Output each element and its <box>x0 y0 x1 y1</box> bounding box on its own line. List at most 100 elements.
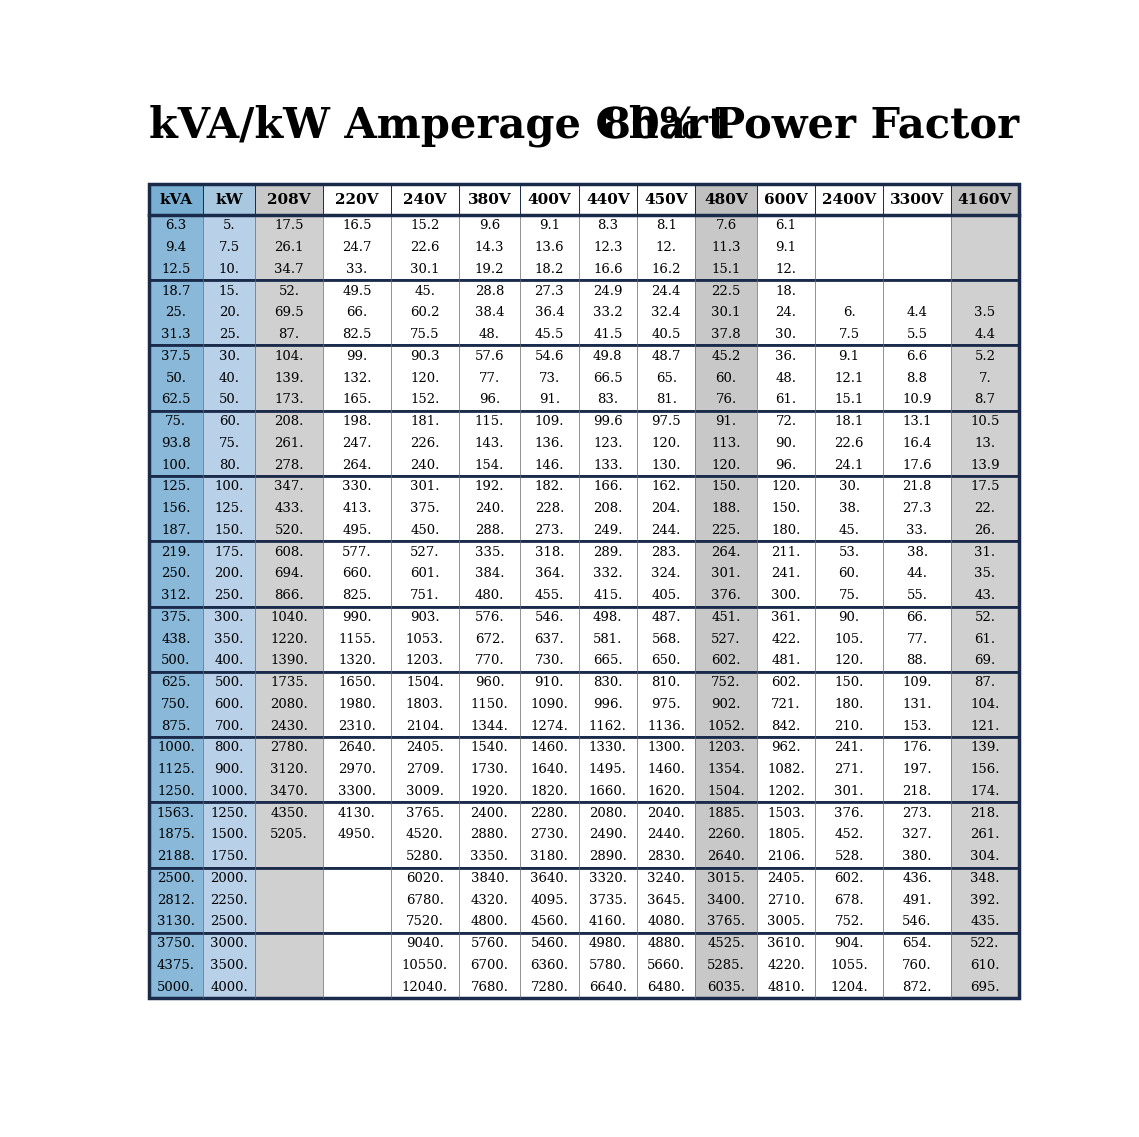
Text: 49.8: 49.8 <box>593 350 623 363</box>
Text: 25.: 25. <box>165 306 187 319</box>
Text: 113.: 113. <box>712 437 740 450</box>
Bar <box>883 911 951 932</box>
Bar <box>883 432 951 455</box>
Text: 450.: 450. <box>410 524 440 537</box>
Text: 6.6: 6.6 <box>907 350 927 363</box>
Bar <box>148 280 203 302</box>
Text: 1055.: 1055. <box>830 958 868 972</box>
Text: 38.: 38. <box>838 503 860 515</box>
Text: 750.: 750. <box>162 698 190 711</box>
Bar <box>459 455 521 476</box>
Text: 2780.: 2780. <box>270 741 308 755</box>
Bar <box>459 868 521 889</box>
Text: 66.5: 66.5 <box>593 372 623 384</box>
Bar <box>521 694 579 715</box>
Bar <box>323 476 391 498</box>
Text: 1330.: 1330. <box>589 741 626 755</box>
Bar <box>148 932 203 955</box>
Bar <box>756 280 816 302</box>
Bar <box>883 889 951 911</box>
Text: 76.: 76. <box>715 393 737 406</box>
Text: 7520.: 7520. <box>405 915 444 929</box>
Bar <box>816 346 883 367</box>
Bar <box>148 650 203 672</box>
Text: 376.: 376. <box>711 589 741 603</box>
Bar <box>816 868 883 889</box>
Bar <box>951 758 1019 780</box>
Text: 208.: 208. <box>274 415 304 429</box>
Bar <box>459 324 521 346</box>
Bar <box>148 846 203 868</box>
Text: 1162.: 1162. <box>589 720 626 732</box>
Bar <box>521 650 579 672</box>
Bar <box>255 280 323 302</box>
Bar <box>883 476 951 498</box>
Text: 2400V: 2400V <box>822 192 876 207</box>
Bar <box>459 215 521 236</box>
Bar <box>521 280 579 302</box>
Bar <box>579 758 637 780</box>
Text: 45.: 45. <box>415 284 435 298</box>
Text: 610.: 610. <box>970 958 1000 972</box>
Bar <box>148 389 203 410</box>
Bar <box>696 911 756 932</box>
Text: 48.: 48. <box>776 372 796 384</box>
Text: 8.3: 8.3 <box>597 219 618 232</box>
Text: 480.: 480. <box>475 589 505 603</box>
Text: 38.4: 38.4 <box>475 306 505 319</box>
Text: 133.: 133. <box>593 458 623 472</box>
Text: 17.5: 17.5 <box>970 481 1000 493</box>
Text: 187.: 187. <box>162 524 190 537</box>
Bar <box>951 498 1019 520</box>
Text: 3735.: 3735. <box>589 894 626 906</box>
Bar <box>391 236 459 258</box>
Bar <box>883 824 951 846</box>
Bar <box>459 563 521 584</box>
Text: 2080.: 2080. <box>589 806 626 820</box>
Bar <box>521 520 579 541</box>
Text: 1250.: 1250. <box>157 785 195 798</box>
Text: 33.: 33. <box>346 263 368 276</box>
Text: 24.7: 24.7 <box>342 241 371 254</box>
Bar <box>391 215 459 236</box>
Text: 1220.: 1220. <box>270 632 308 646</box>
Text: 1650.: 1650. <box>338 677 376 689</box>
Text: 602.: 602. <box>712 655 740 667</box>
Text: 28.8: 28.8 <box>475 284 505 298</box>
Text: 576.: 576. <box>475 611 505 624</box>
Bar <box>816 541 883 563</box>
Bar <box>521 824 579 846</box>
Text: 10.: 10. <box>219 263 239 276</box>
Bar <box>579 367 637 389</box>
Text: 1390.: 1390. <box>270 655 308 667</box>
Text: 72.: 72. <box>776 415 796 429</box>
Text: 1000.: 1000. <box>211 785 248 798</box>
Text: 2430.: 2430. <box>270 720 308 732</box>
Bar <box>255 977 323 998</box>
Text: 2405.: 2405. <box>405 741 444 755</box>
Text: 18.: 18. <box>776 284 796 298</box>
Text: 150.: 150. <box>835 677 863 689</box>
Bar <box>816 584 883 606</box>
Bar <box>696 498 756 520</box>
Text: 4.4: 4.4 <box>975 329 995 341</box>
Text: 249.: 249. <box>593 524 623 537</box>
Text: 30.: 30. <box>838 481 860 493</box>
Bar <box>883 258 951 280</box>
Text: 600.: 600. <box>214 698 244 711</box>
Bar <box>203 432 255 455</box>
Text: 900.: 900. <box>214 763 244 777</box>
Text: 22.: 22. <box>975 503 995 515</box>
Bar <box>255 737 323 758</box>
Text: kVA/kW Amperage Chart: kVA/kW Amperage Chart <box>148 105 727 147</box>
Bar <box>883 184 951 215</box>
Bar <box>391 455 459 476</box>
Bar <box>756 367 816 389</box>
Bar <box>579 184 637 215</box>
Text: 7680.: 7680. <box>470 981 508 994</box>
Bar <box>255 498 323 520</box>
Bar <box>323 455 391 476</box>
Bar <box>521 977 579 998</box>
Text: 49.5: 49.5 <box>342 284 371 298</box>
Bar <box>579 541 637 563</box>
